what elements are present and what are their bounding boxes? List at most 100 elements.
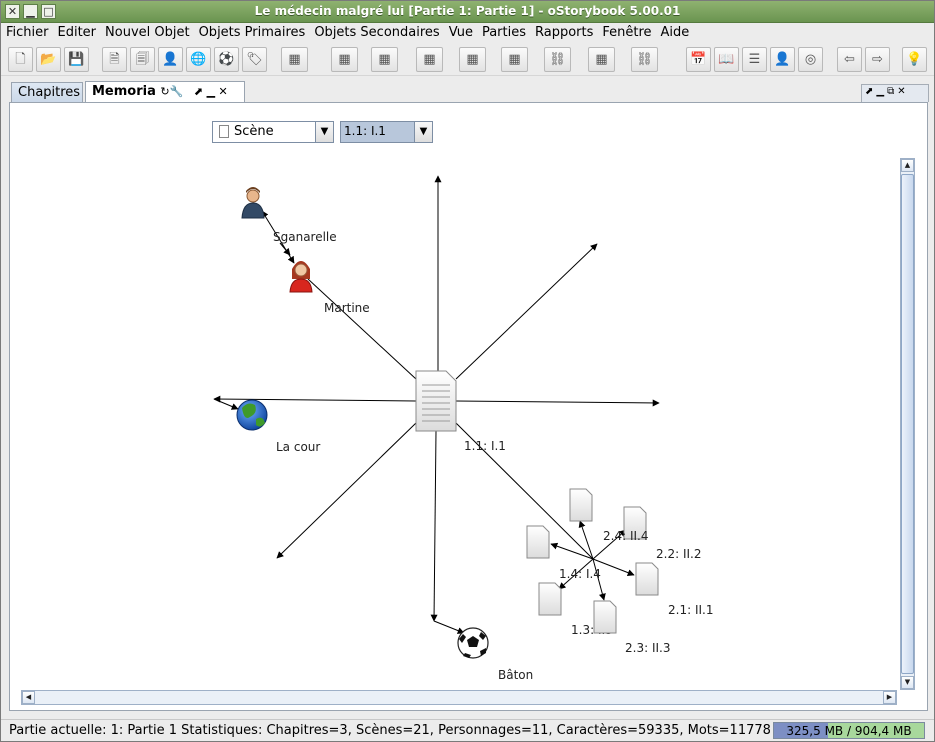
menu-objets-primaires[interactable]: Objets Primaires — [198, 25, 306, 40]
new-person-button[interactable]: 👤 — [158, 47, 183, 72]
memory-label: 325,5 MB / 904,4 MB — [786, 724, 912, 738]
edge-to-la-cour — [213, 395, 417, 403]
scene-select[interactable]: 1.1: I.1 ▼ — [340, 121, 433, 143]
vertical-scroll-thumb[interactable] — [901, 174, 914, 674]
scroll-up-icon[interactable]: ▲ — [901, 159, 914, 172]
edge-cluster-5 — [558, 558, 594, 590]
menu-editer[interactable]: Editer — [57, 25, 97, 40]
idea-icon: 💡 — [906, 52, 923, 67]
location-node-la-cour[interactable]: La cour — [236, 399, 320, 454]
memoria-panel: 1.1: I.1 Sganarelle Martine — [9, 102, 928, 711]
item-node-baton[interactable]: Bâton — [457, 627, 533, 682]
scene-doc-icon — [593, 600, 617, 634]
edge-la-cour-link — [213, 398, 239, 410]
table-locations-button[interactable]: ▦ — [459, 47, 486, 72]
menu-bar: Fichier Editer Nouvel Objet Objets Primaire… — [1, 23, 934, 43]
item-links-button[interactable]: ⛓ — [544, 47, 571, 72]
book-view-button[interactable]: 📖 — [714, 47, 739, 72]
table-groups-button[interactable]: ▦ — [416, 47, 443, 72]
previous-button[interactable]: ⇦ — [837, 47, 862, 72]
edge-to-baton — [430, 430, 438, 622]
character-label-martine: Martine — [324, 301, 370, 315]
edge-sganarelle-martine-2 — [279, 242, 291, 256]
table-tags-button[interactable]: ▦ — [588, 47, 615, 72]
cluster-scene-node-2-3[interactable]: 2.3: II.3 — [593, 600, 670, 655]
calendar-button[interactable]: 📅 — [686, 47, 711, 72]
new-file-button[interactable]: 🗋 — [8, 47, 33, 72]
edge-to-cluster — [455, 422, 594, 560]
new-location-icon: 🌐 — [190, 52, 207, 67]
scene-doc-icon — [538, 582, 562, 616]
vertical-scrollbar[interactable]: ▲ ▼ — [900, 158, 915, 690]
idea-button[interactable]: 💡 — [902, 47, 927, 72]
close-icon[interactable]: ✕ — [5, 4, 20, 19]
scene-label-1-4: 1.4: I.4 — [559, 567, 601, 581]
new-location-button[interactable]: 🌐 — [186, 47, 211, 72]
menu-rapports[interactable]: Rapports — [534, 25, 594, 40]
edge-to-bottom-left — [276, 422, 417, 559]
book-view-icon: 📖 — [718, 52, 735, 67]
title-bar[interactable]: ✕ ▁ □ Le médecin malgré lui [Partie 1: P… — [1, 1, 934, 23]
tab-chapitres[interactable]: Chapitres — [11, 82, 83, 103]
next-button[interactable]: ⇨ — [865, 47, 890, 72]
menu-vue[interactable]: Vue — [448, 25, 473, 40]
character-node-martine[interactable]: Martine — [289, 261, 370, 315]
cluster-scene-node-2-2[interactable]: 2.2: II.2 — [656, 547, 701, 561]
edge-baton-link — [433, 620, 465, 634]
cluster-scene-node[interactable] — [569, 488, 593, 522]
chevron-down-icon[interactable]: ▼ — [414, 122, 432, 142]
new-item-button[interactable]: ⚽ — [214, 47, 239, 72]
scroll-down-icon[interactable]: ▼ — [901, 676, 914, 689]
scene-doc-icon — [569, 488, 593, 522]
type-select[interactable]: Scène ▼ — [212, 121, 334, 143]
document-icon — [219, 125, 229, 138]
open-button[interactable]: 📂 — [36, 47, 61, 72]
cluster-scene-node-2-1[interactable]: 2.1: II.1 — [635, 562, 713, 617]
menu-fichier[interactable]: Fichier — [6, 25, 49, 40]
horizontal-scrollbar[interactable]: ◀ ▶ — [21, 690, 897, 705]
minimize-icon[interactable]: ▁ — [23, 4, 38, 19]
scroll-right-icon[interactable]: ▶ — [883, 691, 896, 704]
menu-nouvel-objet[interactable]: Nouvel Objet — [105, 25, 190, 40]
memory-indicator[interactable]: 325,5 MB / 904,4 MB — [773, 722, 925, 739]
item-links-icon: ⛓ — [549, 52, 566, 67]
tag-links-button[interactable]: ⛓ — [631, 47, 658, 72]
center-scene-node[interactable]: 1.1: I.1 — [415, 370, 506, 453]
status-text: Partie actuelle: 1: Partie 1 Statistique… — [9, 723, 771, 738]
new-chapter-button[interactable]: 🗎 — [102, 47, 127, 72]
new-scene-button[interactable]: 🗐 — [130, 47, 155, 72]
scroll-left-icon[interactable]: ◀ — [22, 691, 35, 704]
cluster-scene-node-1-4[interactable]: 1.4: I.4 — [526, 525, 601, 581]
scene-label-2-1: 2.1: II.1 — [668, 603, 713, 617]
table-persons-icon: ▦ — [378, 52, 391, 67]
edge-cluster-4 — [592, 558, 635, 576]
tab-strip: Chapitres Memoria ↻🔧 ⬈ ▁ ✕ ⬈▁⧉✕ — [9, 81, 929, 103]
refresh-settings-icon[interactable]: ↻🔧 — [160, 85, 184, 98]
tab-controls-icon[interactable]: ⬈ ▁ ✕ — [193, 85, 228, 98]
menu-fenetre[interactable]: Fenêtre — [602, 25, 652, 40]
menu-parties[interactable]: Parties — [481, 25, 526, 40]
table-items-button[interactable]: ▦ — [501, 47, 528, 72]
tab-memoria[interactable]: Memoria ↻🔧 ⬈ ▁ ✕ — [85, 81, 245, 103]
location-label-la-cour: La cour — [276, 440, 320, 454]
new-item-icon: ⚽ — [218, 52, 235, 67]
menu-objets-secondaires[interactable]: Objets Secondaires — [314, 25, 440, 40]
chevron-down-icon[interactable]: ▼ — [315, 122, 333, 142]
new-tag-button[interactable]: 🏷 — [242, 47, 267, 72]
type-select-value: Scène — [234, 124, 274, 139]
table-chapters-button[interactable]: ▦ — [281, 47, 308, 72]
reading-view-button[interactable]: 👤 — [770, 47, 795, 72]
save-button[interactable]: 💾 — [64, 47, 89, 72]
table-persons-button[interactable]: ▦ — [371, 47, 398, 72]
maximize-icon[interactable]: □ — [41, 4, 56, 19]
table-scenes-button[interactable]: ▦ — [331, 47, 358, 72]
character-node-sganarelle[interactable]: Sganarelle — [241, 187, 337, 244]
cluster-scene-node-2-4[interactable]: 2.4: II.4 — [603, 506, 648, 543]
menu-aide[interactable]: Aide — [660, 25, 690, 40]
memoria-button[interactable]: ◎ — [798, 47, 823, 72]
open-folder-icon: 📂 — [40, 52, 57, 67]
woman-person-icon — [289, 261, 313, 293]
panel-controls[interactable]: ⬈▁⧉✕ — [861, 84, 929, 102]
manage-view-button[interactable]: ☰ — [742, 47, 767, 72]
